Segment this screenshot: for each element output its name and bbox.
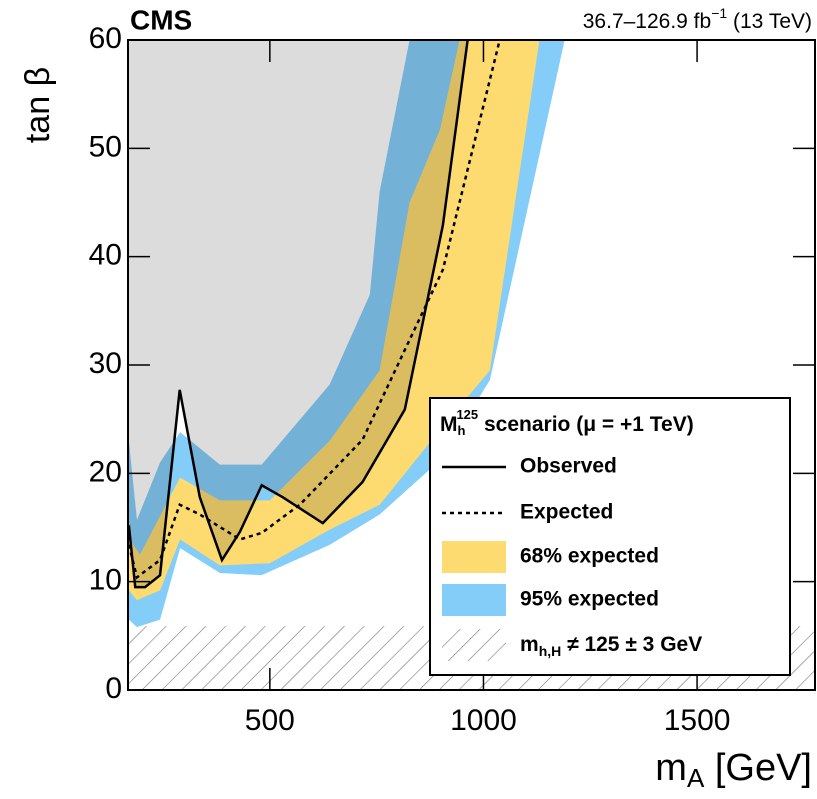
- legend-label: 95% expected: [520, 588, 659, 611]
- legend-title-part: M: [440, 413, 458, 436]
- y-tick-label: 0: [105, 672, 122, 705]
- x-title-sub: A: [687, 763, 705, 793]
- luminosity: 36.7–126.9 fb−1 (13 TeV): [583, 5, 812, 33]
- limit-line: [128, 40, 501, 580]
- y-tick-label: 20: [89, 455, 122, 488]
- legend-box: [429, 397, 791, 676]
- legend-label: 68% expected: [520, 545, 659, 568]
- y-axis-title: tan β: [19, 67, 57, 143]
- x-tick-label: 500: [245, 704, 295, 737]
- legend-label: mh,H ≠ 125 ± 3 GeV: [520, 633, 702, 659]
- legend-title-part: h: [458, 423, 466, 438]
- legend-label: Expected: [520, 501, 613, 524]
- legend-title-part: 125: [456, 407, 478, 422]
- lumi-text: (13 TeV): [727, 10, 812, 33]
- legend-title: Mh125 scenario (μ = +1 TeV): [440, 407, 694, 438]
- x-title-part: [GeV]: [704, 747, 812, 789]
- legend-title-part: scenario (μ = +1 TeV): [478, 413, 694, 436]
- x-tick-label: 1500: [664, 704, 731, 737]
- y-tick-label: 30: [89, 347, 122, 380]
- legend-swatch: [442, 629, 506, 661]
- y-tick-label: 60: [89, 22, 122, 55]
- legend-swatch: [442, 584, 506, 616]
- x-tick-label: 1000: [450, 704, 517, 737]
- axes: 0 10 20 30 40 50 60 500 1000 1500: [89, 22, 816, 737]
- legend-label-part: h,H: [539, 643, 562, 659]
- legend-label-part: m: [520, 633, 539, 656]
- lumi-sup: −1: [711, 5, 727, 21]
- x-title-part: m: [655, 747, 687, 789]
- limit-line: [128, 40, 469, 589]
- legend-label-part: ≠ 125 ± 3 GeV: [561, 633, 702, 656]
- y-tick-label: 10: [89, 564, 122, 597]
- legend-swatch: [442, 541, 506, 573]
- x-axis-title: mA [GeV]: [655, 747, 812, 793]
- lumi-text: 36.7–126.9 fb: [583, 10, 711, 33]
- y-tick-label: 50: [89, 130, 122, 163]
- legend-label: Observed: [520, 455, 617, 478]
- legend: Mh125 scenario (μ = +1 TeV) Observed Expec…: [429, 397, 791, 676]
- y-tick-label: 40: [89, 239, 122, 272]
- experiment-label: CMS: [130, 4, 192, 35]
- excluded-region: [128, 40, 468, 588]
